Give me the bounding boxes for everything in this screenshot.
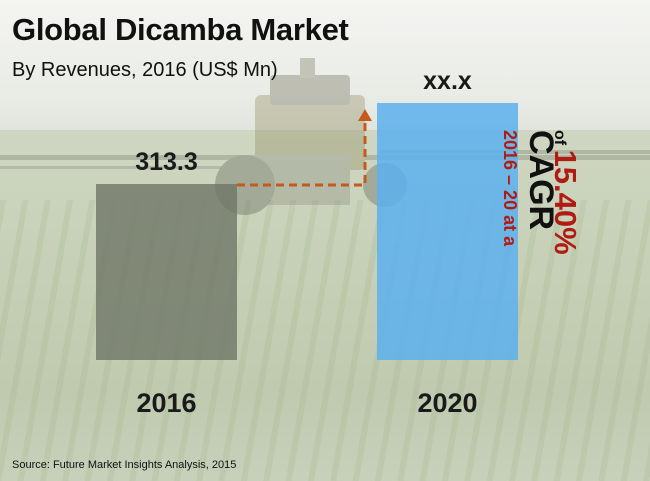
- bar-2016: [96, 184, 237, 360]
- growth-arrow-head: [358, 109, 372, 121]
- x-tick-label-2020: 2020: [417, 388, 477, 418]
- bar-2020: [377, 103, 518, 360]
- data-label-2020: xx.x: [423, 67, 472, 95]
- chart-subtitle: By Revenues, 2016 (US$ Mn): [12, 59, 278, 81]
- cagr-detail: 2016 – 20 at a: [499, 130, 520, 380]
- background-sky: [0, 0, 650, 140]
- cagr-value: 15.40%: [548, 149, 583, 255]
- data-label-2016: 313.3: [135, 148, 198, 176]
- source-note: Source: Future Market Insights Analysis,…: [12, 459, 237, 471]
- cagr-of-text: of: [551, 130, 568, 146]
- cagr-value-line: of 15.40%: [543, 130, 583, 380]
- growth-arrow: [237, 119, 367, 187]
- x-tick-label-2016: 2016: [136, 388, 196, 418]
- chart-title: Global Dicamba Market: [12, 12, 349, 47]
- cagr-period: 2016 – 20 at a: [500, 130, 520, 247]
